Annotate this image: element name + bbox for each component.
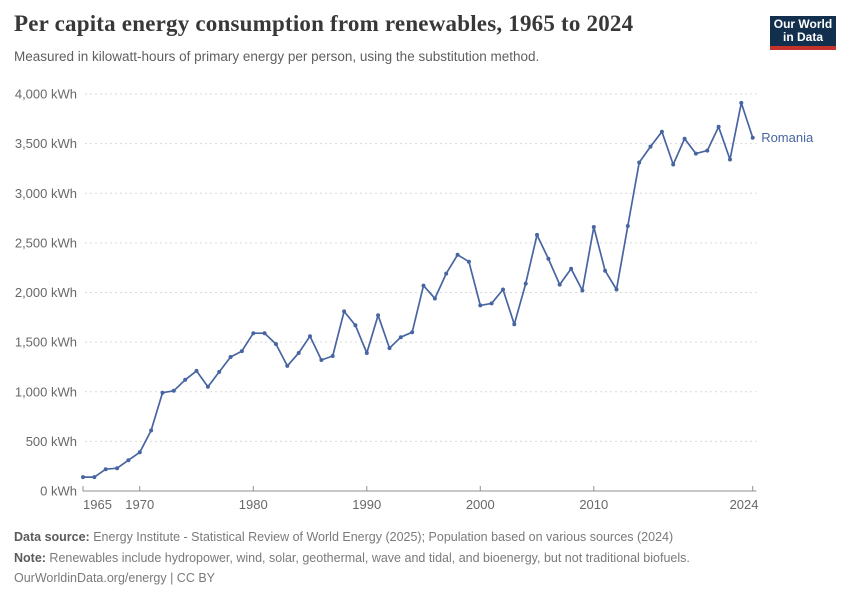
data-point[interactable] — [535, 232, 539, 237]
data-point[interactable] — [296, 351, 301, 355]
y-axis-tick-label: 3,500 kWh — [15, 136, 77, 151]
data-point[interactable] — [523, 281, 528, 286]
data-point[interactable] — [194, 368, 199, 373]
data-point[interactable] — [614, 287, 619, 292]
data-point[interactable] — [137, 450, 142, 455]
data-point[interactable] — [228, 355, 233, 359]
chart-subtitle: Measured in kilowatt-hours of primary en… — [14, 49, 540, 64]
data-point[interactable] — [466, 259, 471, 264]
data-point[interactable] — [603, 268, 608, 273]
footer-datasource-text: Energy Institute - Statistical Review of… — [89, 530, 674, 544]
data-point[interactable] — [342, 309, 347, 314]
data-point[interactable] — [387, 346, 392, 351]
series-label-romania[interactable]: Romania — [761, 130, 814, 145]
data-point[interactable] — [728, 157, 732, 162]
footer-note-line: Note: Renewables include hydropower, win… — [14, 548, 834, 569]
data-point[interactable] — [682, 136, 687, 141]
data-point[interactable] — [455, 252, 460, 257]
y-axis-tick-label: 500 kWh — [26, 434, 77, 449]
y-axis-tick-label: 2,000 kWh — [15, 285, 77, 300]
data-point[interactable] — [591, 225, 596, 229]
data-point[interactable] — [659, 129, 664, 134]
owid-logo[interactable]: Our World in Data — [770, 16, 836, 50]
data-point[interactable] — [444, 271, 449, 276]
data-point[interactable] — [489, 301, 494, 306]
data-point[interactable] — [92, 475, 97, 480]
data-point[interactable] — [421, 283, 426, 288]
data-point[interactable] — [274, 342, 278, 347]
data-point[interactable] — [353, 323, 358, 328]
data-point[interactable] — [149, 428, 154, 433]
data-point[interactable] — [239, 349, 244, 354]
data-point[interactable] — [569, 266, 574, 271]
y-axis-tick-label: 2,500 kWh — [15, 235, 77, 250]
data-point[interactable] — [171, 388, 176, 393]
x-axis-tick-label: 1970 — [125, 497, 154, 512]
data-point[interactable] — [103, 467, 108, 472]
data-point[interactable] — [183, 377, 188, 382]
data-point[interactable] — [319, 358, 324, 362]
data-point[interactable] — [705, 148, 710, 153]
footer-note-label: Note: — [14, 550, 46, 565]
data-point[interactable] — [364, 351, 369, 355]
owid-logo-line1: Our World — [773, 17, 833, 31]
data-point[interactable] — [716, 124, 721, 129]
x-axis-tick-label: 2000 — [466, 497, 495, 512]
data-point[interactable] — [512, 322, 517, 327]
footer-license-line: OurWorldinData.org/energy | CC BY — [14, 571, 216, 585]
data-point[interactable] — [376, 313, 381, 318]
data-point[interactable] — [262, 331, 267, 336]
data-point[interactable] — [217, 369, 222, 374]
data-point[interactable] — [501, 287, 505, 292]
x-axis-tick-label: 1965 — [83, 497, 112, 512]
data-point[interactable] — [557, 282, 562, 287]
data-point[interactable] — [81, 475, 85, 480]
data-point[interactable] — [580, 288, 585, 293]
chart-title: Per capita energy consumption from renew… — [14, 11, 634, 36]
chart-footer: Data source: Energy Institute - Statisti… — [14, 527, 834, 589]
data-point[interactable] — [637, 160, 642, 165]
data-point[interactable] — [546, 256, 551, 261]
x-axis-tick-label: 1980 — [239, 497, 268, 512]
data-point[interactable] — [115, 466, 120, 471]
y-axis-tick-label: 4,000 kWh — [15, 87, 77, 102]
y-axis-tick-label: 3,000 kWh — [15, 186, 77, 201]
data-point[interactable] — [330, 354, 335, 358]
x-axis-tick-label: 2024 — [730, 497, 759, 512]
owid-logo-line2: in Data — [782, 30, 823, 44]
data-point[interactable] — [432, 296, 437, 301]
line-series-romania[interactable] — [82, 102, 754, 478]
x-axis-tick-label: 2010 — [579, 497, 608, 512]
data-point[interactable] — [398, 335, 403, 340]
data-point[interactable] — [205, 384, 210, 389]
data-point[interactable] — [308, 334, 312, 339]
data-point[interactable] — [160, 390, 165, 395]
data-point[interactable] — [478, 303, 483, 308]
data-point[interactable] — [410, 330, 415, 335]
data-point[interactable] — [739, 100, 744, 105]
y-axis-tick-label: 0 kWh — [40, 484, 77, 499]
y-axis-tick-label: 1,500 kWh — [15, 335, 77, 350]
data-point[interactable] — [671, 162, 676, 167]
footer-datasource-line: Data source: Energy Institute - Statisti… — [14, 527, 834, 548]
data-point[interactable] — [285, 363, 290, 368]
y-axis-tick-label: 1,000 kWh — [15, 384, 77, 399]
data-point[interactable] — [251, 331, 256, 336]
footer-datasource-label: Data source: — [14, 530, 90, 544]
footer-note-text: Renewables include hydropower, wind, sol… — [45, 550, 690, 565]
x-axis-tick-label: 1990 — [352, 497, 381, 512]
data-point[interactable] — [693, 151, 698, 156]
data-point[interactable] — [625, 224, 630, 228]
data-point[interactable] — [648, 144, 653, 149]
data-point[interactable] — [126, 458, 131, 463]
data-point[interactable] — [750, 135, 755, 140]
